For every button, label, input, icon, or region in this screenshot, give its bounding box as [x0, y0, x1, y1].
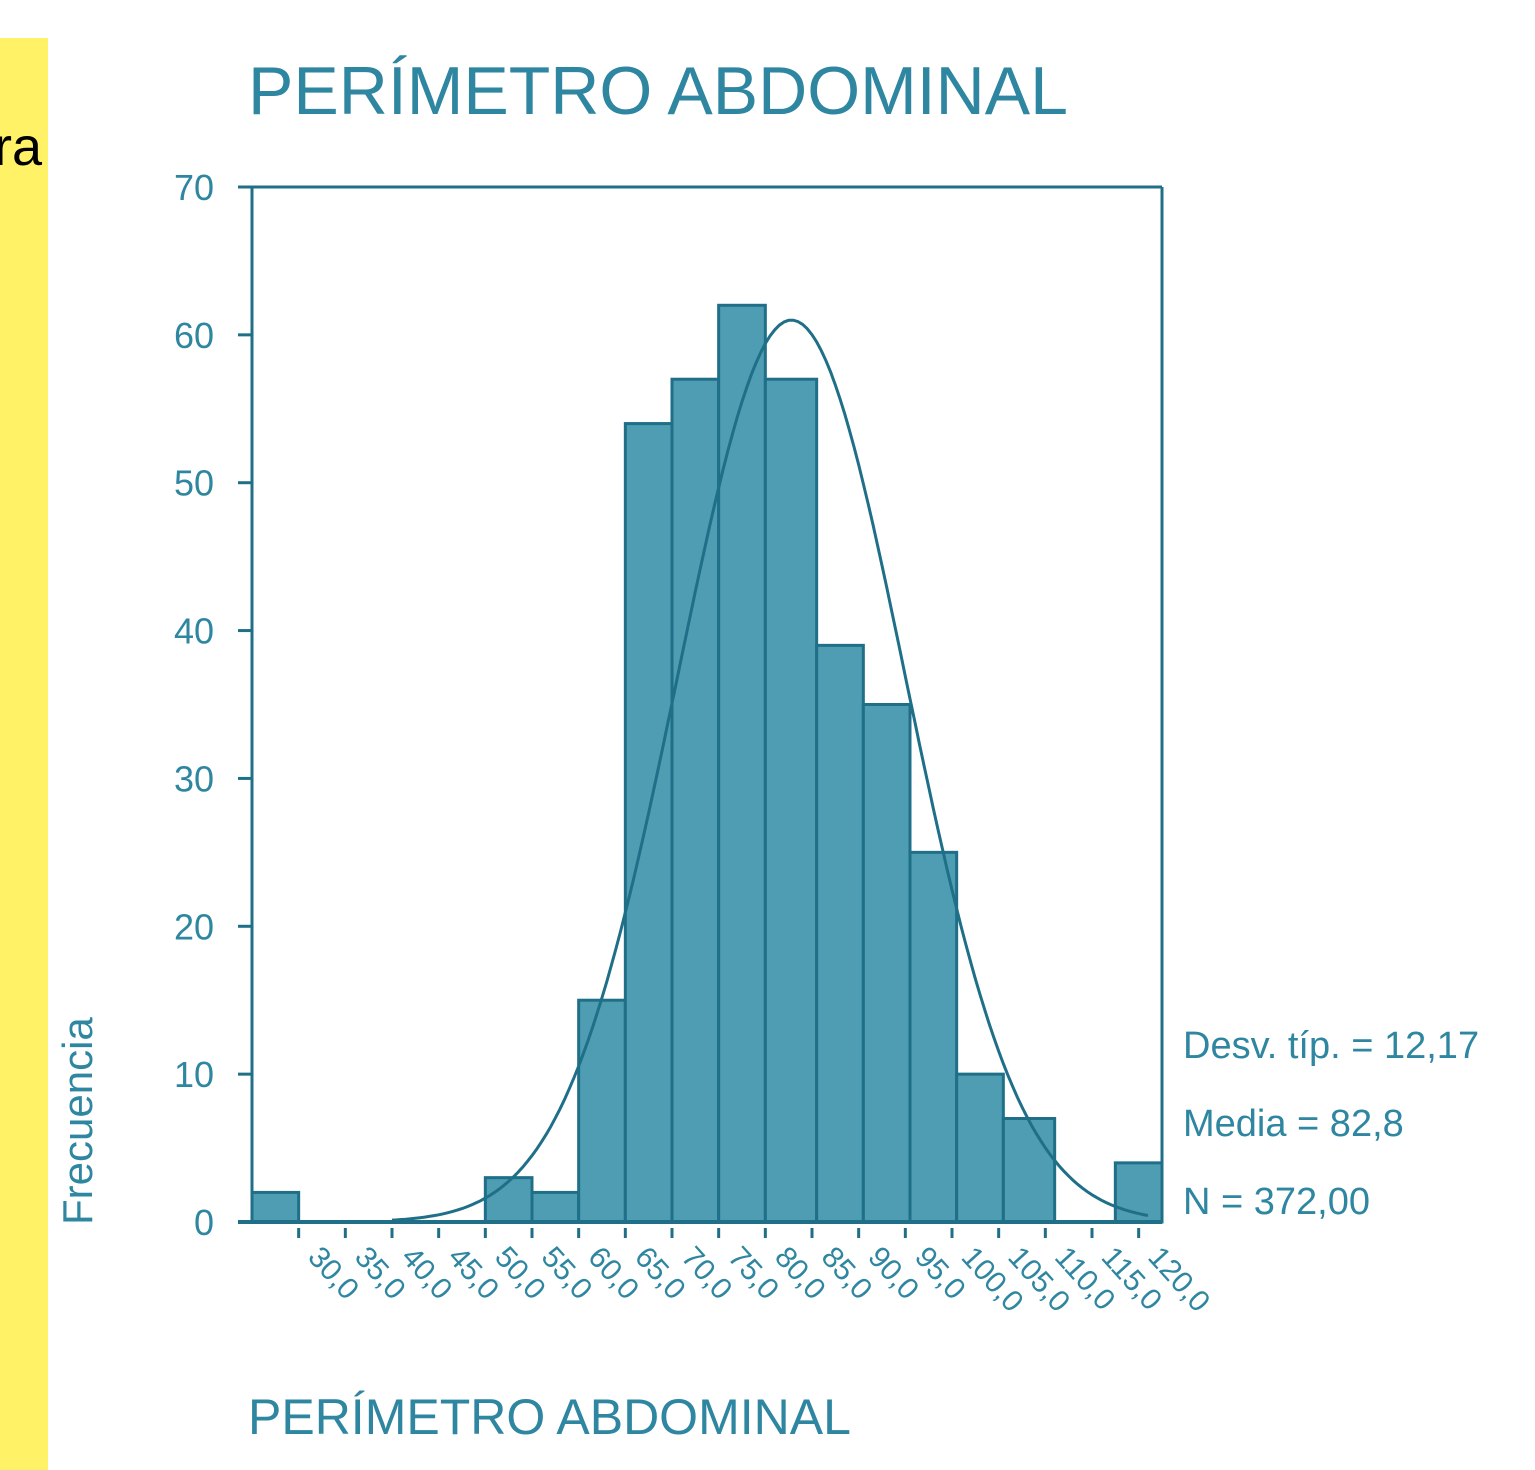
- histogram-bar: [483, 1176, 534, 1224]
- normal-curve: [391, 318, 1149, 1222]
- side-panel: ra: [0, 38, 48, 1470]
- x-tick-label: 80,0: [768, 1241, 832, 1306]
- y-tick-label: 40: [174, 611, 214, 652]
- y-tick-label: 60: [174, 315, 214, 356]
- x-tick-label: 30,0: [301, 1241, 365, 1306]
- x-tick-label: 60,0: [581, 1241, 645, 1306]
- y-tick-label: 30: [174, 758, 214, 799]
- histogram-bar: [955, 1072, 1005, 1224]
- x-tick-label: 40,0: [395, 1241, 459, 1306]
- x-tick-label: 95,0: [908, 1241, 972, 1306]
- chart-title: PERÍMETRO ABDOMINAL: [248, 53, 1068, 129]
- histogram-bar: [861, 703, 912, 1224]
- histogram-bar: [670, 377, 721, 1224]
- x-tick-label: 50,0: [488, 1241, 552, 1306]
- x-tick-label: 65,0: [628, 1241, 692, 1306]
- stat-n: N = 372,00: [1183, 1181, 1370, 1223]
- stat-std-dev: Desv. típ. = 12,17: [1183, 1025, 1480, 1067]
- histogram-bar: [763, 377, 819, 1224]
- x-tick-label: 45,0: [441, 1241, 505, 1306]
- x-tick-label: 70,0: [675, 1241, 739, 1306]
- histogram-bar: [250, 1190, 301, 1224]
- histogram-bar: [908, 850, 959, 1224]
- histogram-bar: [815, 643, 865, 1224]
- x-axis-label: PERÍMETRO ABDOMINAL: [248, 1389, 851, 1445]
- histogram-bar: [530, 1190, 581, 1224]
- y-axis-label: Frecuencia: [54, 1017, 101, 1225]
- side-panel-text: ra: [0, 117, 43, 177]
- histogram-bar: [1001, 1117, 1057, 1224]
- stat-mean: Media = 82,8: [1183, 1103, 1404, 1145]
- x-tick-label: 90,0: [861, 1241, 925, 1306]
- stats-box: Desv. típ. = 12,17 Media = 82,8 N = 372,…: [1183, 1022, 1479, 1256]
- y-tick-label: 20: [174, 906, 214, 947]
- x-tick-label: 85,0: [815, 1241, 879, 1306]
- histogram-bar: [717, 303, 767, 1224]
- x-tick-label: 35,0: [348, 1241, 412, 1306]
- x-tick-label: 75,0: [721, 1241, 785, 1306]
- y-tick-label: 0: [194, 1202, 214, 1243]
- histogram-bar: [623, 422, 674, 1224]
- x-tick-label: 55,0: [535, 1241, 599, 1306]
- histogram-bar: [577, 998, 627, 1224]
- y-tick-label: 70: [174, 167, 214, 208]
- y-tick-label: 10: [174, 1054, 214, 1095]
- y-tick-label: 50: [174, 463, 214, 504]
